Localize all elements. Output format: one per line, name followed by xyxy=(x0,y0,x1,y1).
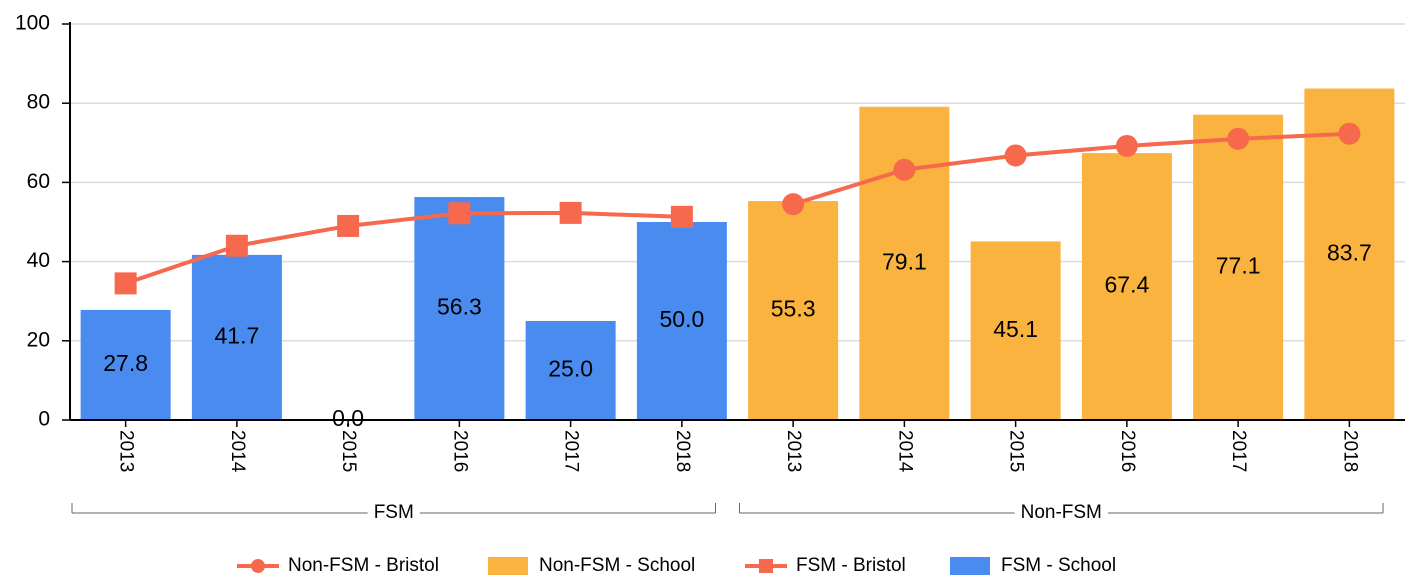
x-tick-label: 2013 xyxy=(116,430,137,472)
y-tick-label: 100 xyxy=(15,12,50,35)
x-tick-label: 2018 xyxy=(672,430,693,472)
value-label: 83.7 xyxy=(1327,239,1372,265)
value-label: 77.1 xyxy=(1216,252,1261,278)
bar xyxy=(414,197,505,420)
x-tick-label: 2014 xyxy=(894,430,915,473)
legend-label: Non-FSM - Bristol xyxy=(288,555,439,576)
bar xyxy=(191,254,282,420)
value-label: 41.7 xyxy=(214,323,259,349)
y-tick-label: 60 xyxy=(27,170,50,193)
marker xyxy=(670,205,693,228)
x-tick-label: 2017 xyxy=(1228,430,1249,472)
legend-label: FSM - Bristol xyxy=(796,555,906,576)
x-tick-label: 2013 xyxy=(783,430,804,472)
marker xyxy=(1004,144,1027,167)
marker xyxy=(114,272,137,295)
marker xyxy=(1115,134,1138,157)
x-tick-label: 2015 xyxy=(1006,430,1027,472)
bar xyxy=(80,309,171,420)
legend-label: FSM - School xyxy=(1001,555,1116,576)
value-label: 67.4 xyxy=(1104,272,1149,298)
bar xyxy=(970,241,1061,420)
line xyxy=(124,210,682,286)
bar xyxy=(636,222,727,420)
marker xyxy=(337,214,360,237)
value-label: 25.0 xyxy=(548,356,593,382)
group-label: Non-FSM xyxy=(1021,502,1102,523)
marker xyxy=(448,202,471,225)
legend-swatch xyxy=(950,557,990,575)
x-tick-label: 2016 xyxy=(1117,430,1138,472)
line xyxy=(792,131,1350,207)
group-label: FSM xyxy=(374,502,414,523)
legend-label: Non-FSM - School xyxy=(539,555,695,576)
marker xyxy=(1338,122,1361,145)
legend-swatch xyxy=(759,559,773,573)
x-tick-label: 2017 xyxy=(561,430,582,472)
marker xyxy=(1227,127,1250,150)
x-tick-label: 2014 xyxy=(227,430,248,473)
marker xyxy=(782,193,805,216)
value-label: 45.1 xyxy=(993,316,1038,342)
marker xyxy=(559,201,582,224)
x-tick-label: 2016 xyxy=(449,430,470,472)
legend-swatch xyxy=(251,559,265,573)
value-label: 55.3 xyxy=(771,296,816,322)
marker xyxy=(893,158,916,181)
bar xyxy=(748,201,839,420)
y-tick-label: 0 xyxy=(38,408,50,431)
x-tick-label: 2015 xyxy=(338,430,359,472)
y-tick-label: 80 xyxy=(27,91,50,114)
x-tick-label: 2018 xyxy=(1339,430,1360,472)
marker xyxy=(225,234,248,257)
bar xyxy=(1081,153,1172,420)
y-tick-label: 40 xyxy=(27,249,50,272)
legend-swatch xyxy=(488,557,528,575)
value-label: 56.3 xyxy=(437,294,482,320)
value-label: 27.8 xyxy=(103,350,148,376)
value-label: 0.0 xyxy=(332,405,364,431)
bar xyxy=(1193,114,1284,421)
value-label: 50.0 xyxy=(659,306,704,332)
y-tick-label: 20 xyxy=(27,328,50,351)
bar xyxy=(525,321,616,420)
value-label: 79.1 xyxy=(882,248,927,274)
